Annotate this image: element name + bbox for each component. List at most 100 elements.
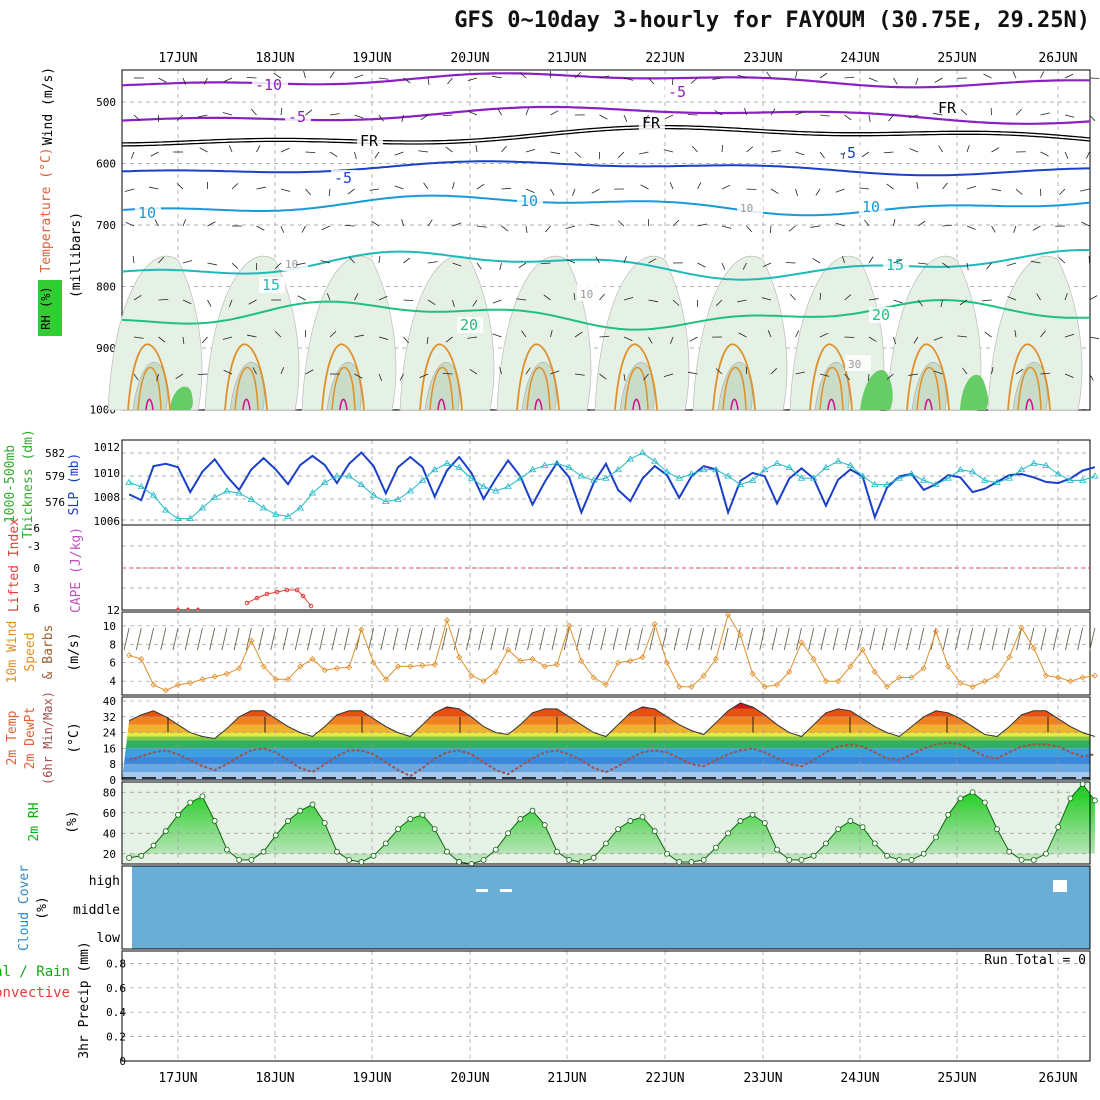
wind-speed-point [199, 676, 206, 683]
wind-barb [934, 77, 943, 83]
thickness-point [699, 465, 708, 473]
wind-barb [644, 114, 649, 122]
temp-contour-freezing [122, 127, 1091, 147]
temp-contour-40 [534, 398, 543, 411]
wind-barb [1030, 260, 1041, 264]
day-tick-bottom: 25JUN [937, 1071, 976, 1086]
wind-barb [199, 147, 208, 153]
wind-barb [354, 151, 357, 159]
temp-contour-minus5 [121, 105, 1091, 125]
label-wind10: 10m Wind [5, 621, 20, 684]
contour-label: 15 [886, 256, 904, 274]
thickness-point [626, 455, 635, 462]
wind-barb [1064, 73, 1074, 79]
temp-contour-30 [516, 343, 560, 411]
wind-barb [669, 182, 674, 190]
label-minmax: (6hr Min/Max) [41, 691, 55, 785]
slp-tick: 1010 [94, 467, 121, 480]
temp-contour-20 [121, 299, 1091, 331]
wind-barb [475, 144, 478, 153]
wind-barb [893, 299, 903, 304]
wind-barb [476, 225, 487, 228]
temp-contour-40 [437, 398, 446, 411]
wind-barb [795, 151, 805, 156]
wind-speed-point [883, 683, 891, 690]
temp-band [122, 748, 1090, 757]
wind-barb-10m [991, 627, 998, 651]
rh-shade-light [594, 255, 690, 411]
thickness-point [944, 474, 952, 481]
wind-barb [770, 150, 781, 153]
wind-barb [347, 188, 355, 195]
wind-barb [766, 71, 772, 79]
wind-barb-10m [796, 627, 802, 651]
slp-tick: 1012 [94, 441, 121, 454]
thickness-point [663, 468, 671, 475]
wind-barb [623, 296, 634, 301]
rh-point [688, 859, 695, 865]
wind-speed-point [994, 672, 1001, 679]
wind-barb-10m [624, 627, 631, 651]
cloud-gap [476, 889, 488, 892]
wind-barb [418, 150, 429, 153]
wind-barb [663, 149, 674, 153]
precip-tick: 0.4 [106, 1006, 126, 1019]
wind-barb [672, 220, 680, 227]
wind-barb-10m [893, 627, 900, 651]
thickness-point [687, 470, 696, 477]
wind-barb [690, 77, 698, 84]
cloud-tick: high [89, 874, 120, 889]
wind-barb [715, 299, 723, 306]
rh-point [908, 857, 915, 863]
wind-barb-10m [404, 627, 411, 651]
wind-speed-point [761, 683, 768, 690]
wind-barb [715, 368, 723, 375]
wind-barb-10m [722, 627, 729, 651]
wind-speed-point [602, 681, 609, 688]
wind-barb [223, 369, 233, 375]
cloud-tick: low [97, 931, 121, 946]
day-tick-bottom: 20JUN [450, 1071, 489, 1086]
cloud-fill [132, 866, 1090, 949]
cape-lifted-panel: -6 -3 0 3 6 12 Lifted Index CAPE (J/kg) [7, 518, 1091, 617]
wind-barb-10m [123, 627, 130, 651]
wind-barb [256, 145, 261, 153]
thickness-point [981, 476, 989, 483]
temp-contour-35 [429, 366, 454, 411]
wind-barb-10m [649, 627, 656, 651]
thickness-point [589, 476, 598, 483]
wind-barb [248, 299, 257, 305]
wind-barb-10m [661, 627, 668, 651]
wind-barb [252, 367, 257, 375]
wind-barb [721, 262, 726, 270]
wind-barb [354, 293, 359, 301]
wind-barb [182, 299, 192, 305]
wind-barb [1013, 225, 1017, 233]
temp-contour-35 [916, 366, 941, 411]
wind-speed-point [272, 676, 279, 683]
thickness-point [773, 459, 781, 466]
wind-barb-10m [1064, 627, 1071, 651]
label-thickness-2: Thickness (dm) [21, 429, 36, 539]
wind-speed-point [566, 622, 573, 629]
thickness-point [614, 465, 622, 473]
thickness-point [712, 465, 720, 473]
thickness-point [809, 474, 818, 481]
contour-label-bg [737, 199, 763, 215]
rh-point [150, 842, 157, 849]
wind-barb [789, 293, 796, 301]
contour-label: 10 [740, 202, 753, 215]
wind-barb [648, 258, 657, 264]
precip-tick: 0.8 [106, 957, 126, 970]
thickness-tick: 582 [45, 447, 65, 460]
thickness-point [320, 478, 329, 485]
wind-barb [207, 299, 212, 307]
wind-barb [176, 114, 184, 121]
wind-barb [932, 112, 943, 116]
slp-line [128, 451, 1096, 521]
thickness-point [895, 474, 903, 481]
wind-barb-10m [808, 627, 815, 651]
thickness-point [1042, 461, 1050, 468]
wind-speed-point [309, 655, 316, 663]
wind-barb [256, 186, 267, 190]
